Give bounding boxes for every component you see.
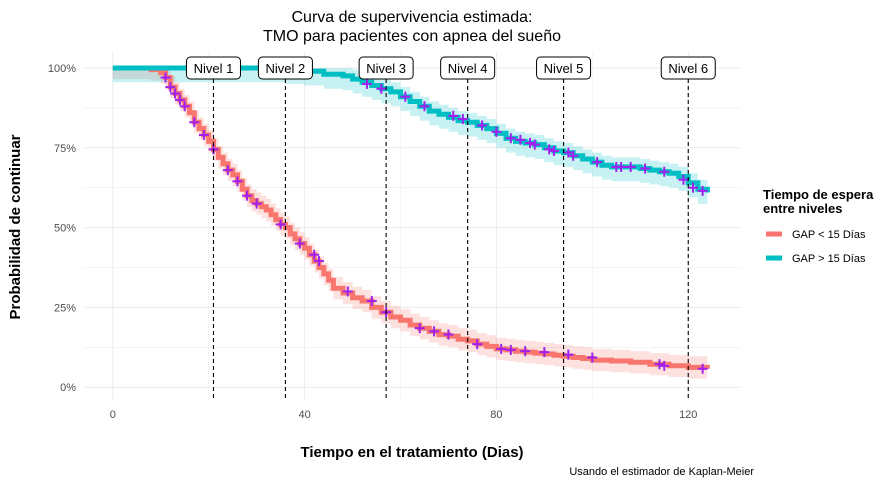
censor-mark [529, 139, 540, 150]
censor-mark [472, 339, 483, 350]
censor-mark [640, 163, 651, 174]
censor-mark [179, 101, 190, 112]
censor-mark [539, 347, 550, 358]
y-tick-label: 100% [48, 63, 76, 75]
censor-mark [309, 249, 320, 260]
legend-label: GAP < 15 Días [792, 229, 866, 241]
legend-title: entre niveles [763, 201, 843, 216]
chart-title-line-1: Curva de supervivencia estimada: [291, 9, 532, 26]
censor-mark [170, 88, 181, 99]
censor-mark [174, 94, 185, 105]
censor-mark [443, 329, 454, 340]
censor-mark [189, 117, 200, 128]
censor-mark [544, 144, 555, 155]
confidence-band [112, 68, 708, 380]
censor-mark [659, 360, 670, 371]
chart-caption: Usando el estimador de Kaplan-Meier [569, 466, 754, 478]
censor-mark [592, 157, 603, 168]
chart-title-line-2: TMO para pacientes con apnea del sueño [263, 28, 561, 45]
censor-mark [563, 349, 574, 360]
level-label: Nivel 6 [668, 61, 708, 76]
censor-mark [294, 238, 305, 249]
censor-mark [414, 323, 425, 334]
censor-mark [697, 185, 708, 196]
censor-mark [275, 219, 286, 230]
legend: Tiempo de espera entre niveles GAP < 15 D… [763, 187, 874, 265]
censor-mark [232, 176, 243, 187]
censor-mark [361, 78, 372, 89]
censor-mark [520, 346, 531, 357]
x-axis-title: Tiempo en el tratamiento (Dias) [300, 444, 523, 461]
censor-mark [419, 101, 430, 112]
y-tick-label: 75% [54, 143, 76, 155]
censor-mark [400, 91, 411, 102]
censor-mark [568, 150, 579, 161]
censor-mark [659, 166, 670, 177]
censor-mark [448, 110, 459, 121]
censor-mark [678, 174, 689, 185]
censor-mark [222, 165, 233, 176]
censor-mark [457, 114, 468, 125]
level-label: Nivel 5 [544, 61, 584, 76]
censor-mark [654, 359, 665, 370]
censor-mark [165, 82, 176, 93]
legend-title: Tiempo de espera [763, 187, 874, 202]
y-axis-title: Probabilidad de continuar [7, 134, 24, 319]
censor-mark [477, 120, 488, 131]
censor-mark [625, 161, 636, 172]
censor-mark [313, 256, 324, 267]
level-label: Nivel 1 [194, 61, 234, 76]
censor-mark [160, 72, 171, 83]
censor-mark [697, 363, 708, 374]
level-label-box [358, 56, 414, 80]
level-label: Nivel 2 [266, 61, 306, 76]
survival-line [112, 65, 710, 370]
censor-mark [376, 83, 387, 94]
censor-mark [587, 352, 598, 363]
censor-mark [505, 133, 516, 144]
level-label-box [660, 56, 716, 80]
censor-mark [198, 130, 209, 141]
censor-mark [515, 134, 526, 145]
censor-mark [251, 198, 262, 209]
censor-mark [429, 326, 440, 337]
x-tick-label: 80 [490, 409, 502, 421]
level-label-box [536, 56, 592, 80]
level-label-box [185, 56, 241, 80]
y-tick-label: 0% [60, 382, 76, 394]
axes: 0 40 80 120 0% 25% 50% 75% 100% [48, 63, 698, 421]
y-tick-label: 50% [54, 223, 76, 235]
censor-mark [242, 190, 253, 201]
level-label: Nivel 4 [448, 61, 488, 76]
censor-mark [505, 344, 516, 355]
censor-mark [491, 126, 502, 137]
x-tick-label: 120 [679, 409, 697, 421]
censor-mark [496, 343, 507, 354]
legend-label: GAP > 15 Días [792, 253, 866, 265]
x-tick-label: 40 [298, 409, 310, 421]
level-label-box [257, 56, 313, 80]
confidence-bands [112, 68, 708, 380]
censor-mark [342, 286, 353, 297]
censor-mark [688, 182, 699, 193]
censor-mark [616, 161, 627, 172]
grid [84, 52, 741, 400]
level-label-box [440, 56, 496, 80]
y-tick-label: 25% [54, 302, 76, 314]
level-lines: Nivel 1 Nivel 2 Nivel 3 Nivel 4 Nivel 5 Nivel… [185, 56, 716, 400]
censor-mark [524, 137, 535, 148]
censor-mark [366, 296, 377, 307]
x-tick-label: 0 [110, 409, 116, 421]
level-label: Nivel 3 [366, 61, 406, 76]
censor-mark [548, 145, 559, 156]
